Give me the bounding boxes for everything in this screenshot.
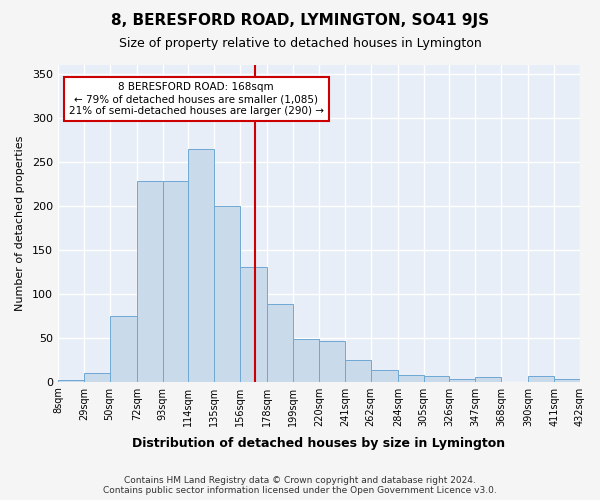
- Bar: [163, 181, 188, 382]
- Bar: [137, 181, 163, 382]
- Bar: [345, 360, 371, 382]
- Bar: [240, 268, 267, 382]
- Y-axis label: Number of detached properties: Number of detached properties: [15, 136, 25, 311]
- Bar: [214, 206, 240, 382]
- Bar: [424, 376, 449, 382]
- Bar: [188, 148, 214, 382]
- Bar: [475, 378, 501, 382]
- Bar: [267, 304, 293, 382]
- Bar: [110, 316, 137, 382]
- X-axis label: Distribution of detached houses by size in Lymington: Distribution of detached houses by size …: [133, 437, 506, 450]
- Bar: [84, 373, 110, 382]
- Bar: [58, 380, 84, 382]
- Text: 8 BERESFORD ROAD: 168sqm
← 79% of detached houses are smaller (1,085)
21% of sem: 8 BERESFORD ROAD: 168sqm ← 79% of detach…: [69, 82, 324, 116]
- Bar: [371, 370, 398, 382]
- Bar: [554, 379, 580, 382]
- Text: 8, BERESFORD ROAD, LYMINGTON, SO41 9JS: 8, BERESFORD ROAD, LYMINGTON, SO41 9JS: [111, 12, 489, 28]
- Bar: [398, 374, 424, 382]
- Bar: [319, 341, 345, 382]
- Text: Contains HM Land Registry data © Crown copyright and database right 2024.
Contai: Contains HM Land Registry data © Crown c…: [103, 476, 497, 495]
- Bar: [528, 376, 554, 382]
- Text: Size of property relative to detached houses in Lymington: Size of property relative to detached ho…: [119, 38, 481, 51]
- Bar: [449, 379, 475, 382]
- Bar: [293, 340, 319, 382]
